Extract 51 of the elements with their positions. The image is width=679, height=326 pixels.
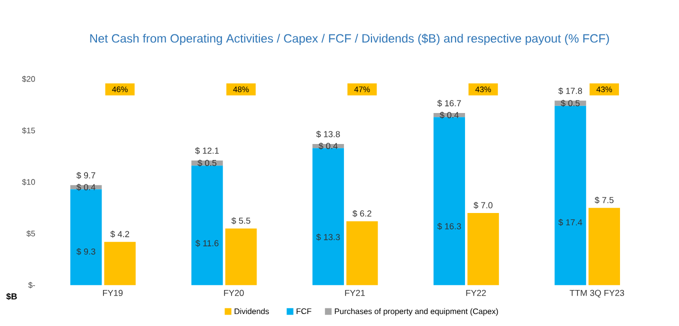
legend-label: Purchases of property and equipment (Capex): [334, 308, 498, 316]
data-label: $ 0.5: [198, 159, 216, 166]
data-label: $ 5.5: [231, 217, 250, 224]
annotation: 46%: [112, 86, 128, 92]
annotation: 48%: [233, 86, 249, 92]
data-label: $ 0.4: [440, 112, 459, 119]
total-label: $ 16.7: [437, 100, 461, 107]
y-axis-title: $B: [6, 292, 17, 300]
data-label: $ 17.4: [558, 218, 582, 226]
bar: [588, 208, 620, 286]
total-label: $ 17.8: [558, 87, 582, 94]
y-tick-label: $-: [28, 282, 35, 288]
total-label: $ 12.1: [195, 147, 219, 154]
bar: [467, 212, 499, 286]
annotation: 43%: [475, 86, 491, 92]
y-tick-label: $20: [22, 76, 35, 82]
bar: [346, 221, 378, 286]
data-label: $ 0.4: [76, 184, 96, 191]
x-tick-label: TTM 3Q FY23: [570, 290, 624, 298]
data-label: $ 6.2: [352, 210, 372, 217]
bar: [191, 166, 223, 286]
annotation: 43%: [596, 86, 612, 92]
data-label: $ 7.0: [474, 202, 492, 209]
data-label: $ 0.4: [318, 142, 338, 150]
annotation: 47%: [354, 86, 370, 92]
data-label: $ 4.2: [110, 230, 130, 238]
y-tick-label: $5: [26, 230, 35, 237]
x-tick-label: FY20: [224, 290, 244, 296]
x-tick-label: FY22: [466, 290, 486, 296]
x-tick-label: FY19: [103, 290, 123, 296]
legend-label: FCF: [296, 308, 312, 314]
bar: [70, 185, 102, 190]
bar: [70, 189, 102, 286]
bar: [312, 148, 344, 286]
bar: [554, 106, 586, 286]
data-label: $ 11.6: [195, 240, 218, 247]
total-label: $ 9.7: [76, 172, 96, 179]
data-label: $ 7.5: [594, 196, 614, 204]
data-label: $ 0.5: [560, 100, 580, 107]
data-label: $ 16.3: [437, 222, 461, 230]
chart-title: Net Cash from Operating Activities / Capex / FCF / Dividends ($B) and respective payout (% FCF): [90, 34, 609, 45]
x-tick-label: FY21: [345, 290, 365, 296]
bar: [434, 117, 466, 286]
bar: [225, 228, 257, 286]
bar: [104, 242, 136, 286]
legend-label: Dividends: [234, 308, 269, 314]
data-label: $ 13.3: [316, 234, 340, 241]
y-tick-label: $15: [22, 127, 35, 134]
total-label: $ 13.8: [316, 130, 340, 138]
y-tick-label: $10: [22, 178, 35, 186]
data-label: $ 9.3: [76, 248, 96, 256]
